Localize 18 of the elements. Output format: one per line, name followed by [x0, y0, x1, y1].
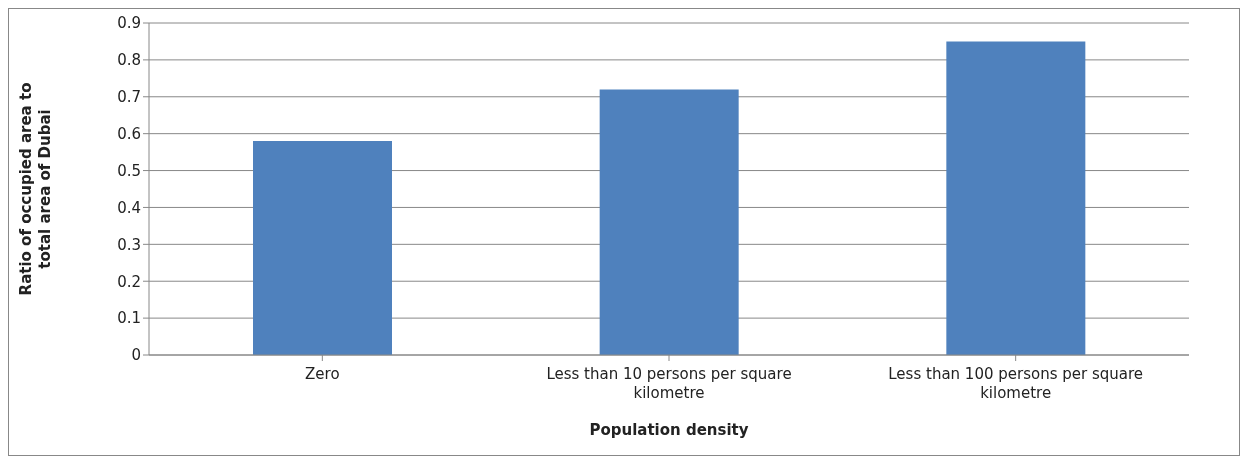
x-tick-label: Less than 10 persons per square kilometre	[546, 365, 792, 402]
bar	[253, 141, 392, 355]
x-tick-label: Zero	[305, 365, 340, 383]
y-tick-label: 0.3	[117, 235, 141, 254]
x-tick-label: Less than 100 persons per square kilometre	[888, 365, 1144, 402]
y-axis-title: Ratio of occupied area to total area of Dubai	[17, 82, 54, 296]
y-tick-label: 0.5	[117, 161, 141, 180]
bar	[599, 89, 739, 355]
x-axis-title: Population density	[589, 421, 749, 439]
y-tick-label: 0	[131, 346, 141, 365]
bar	[946, 41, 1086, 355]
y-tick-label: 0.1	[117, 309, 141, 328]
y-tick-label: 0.4	[117, 198, 141, 217]
y-tick-label: 0.2	[117, 272, 141, 291]
y-tick-label: 0.8	[117, 51, 141, 70]
y-tick-label: 0.7	[117, 88, 141, 107]
y-tick-label: 0.9	[117, 14, 141, 33]
y-tick-label: 0.6	[117, 124, 141, 143]
